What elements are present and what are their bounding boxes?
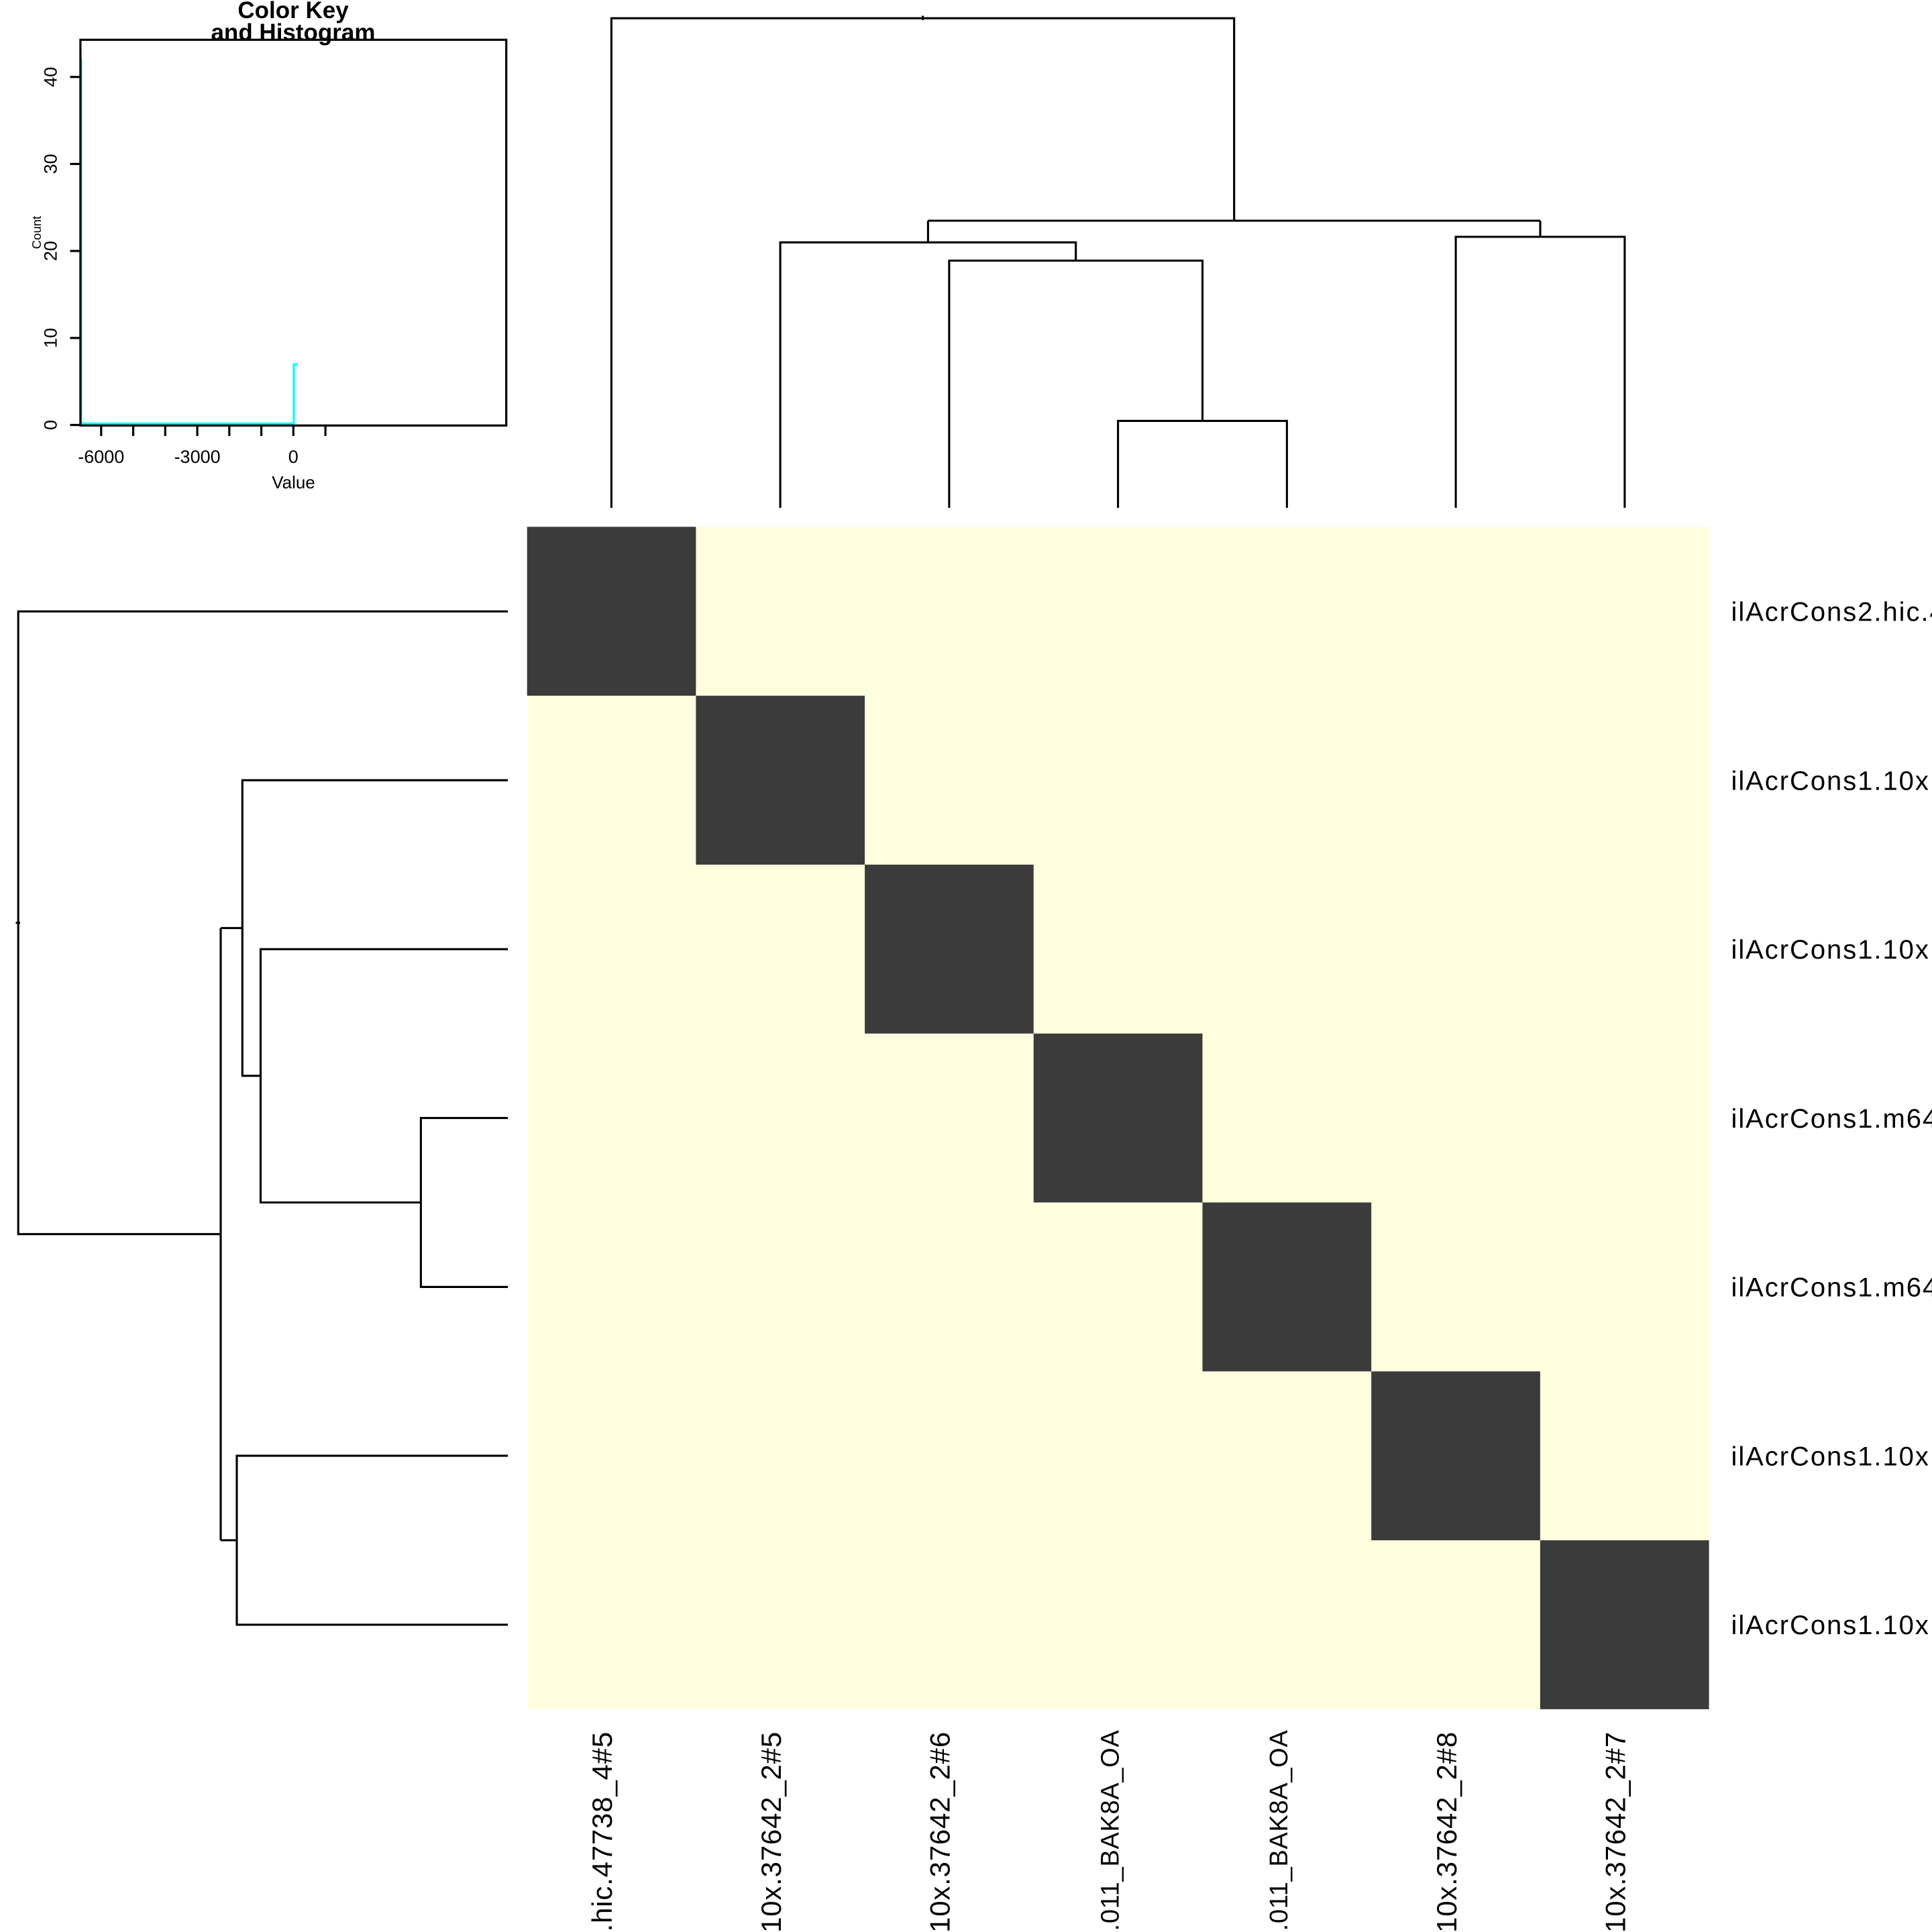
svg-text:ilAcrCons1.m64016e_210720.011_: ilAcrCons1.m64016e_210720.011_BAK8A_OA (1731, 1273, 1932, 1303)
svg-text:Value: Value (272, 472, 315, 492)
svg-text:Count: Count (30, 216, 44, 249)
svg-text:20: 20 (41, 241, 61, 261)
svg-text:ilAcrCons1.10x.37642_2#6: ilAcrCons1.10x.37642_2#6 (1731, 935, 1932, 965)
svg-text:ilAcrCons1.m64016e_210720.011_: ilAcrCons1.m64016e_210720.011_BAK8A_OA (1265, 1730, 1293, 1932)
svg-text:30: 30 (41, 154, 61, 174)
svg-text:and Histogram: and Histogram (211, 19, 375, 46)
svg-text:40: 40 (41, 67, 61, 87)
svg-text:ilAcrCons2.hic.47738_4#5: ilAcrCons2.hic.47738_4#5 (586, 1731, 618, 1932)
svg-text:ilAcrCons1.10x.37642_2#5: ilAcrCons1.10x.37642_2#5 (755, 1731, 787, 1932)
svg-text:ilAcrCons1.10x.37642_2#6: ilAcrCons1.10x.37642_2#6 (924, 1731, 956, 1932)
svg-text:ilAcrCons1.10x.37642_2#7: ilAcrCons1.10x.37642_2#7 (1731, 1611, 1932, 1640)
svg-text:10: 10 (41, 328, 61, 348)
svg-text:-3000: -3000 (174, 447, 221, 467)
svg-text:ilAcrCons1.10x.37642_2#8: ilAcrCons1.10x.37642_2#8 (1731, 1442, 1932, 1471)
svg-text:ilAcrCons2.hic.47738_4#5: ilAcrCons2.hic.47738_4#5 (1731, 598, 1932, 627)
svg-text:-6000: -6000 (78, 447, 124, 467)
svg-text:ilAcrCons1.10x.37642_2#5: ilAcrCons1.10x.37642_2#5 (1731, 766, 1932, 796)
svg-text:ilAcrCons1.10x.37642_2#7: ilAcrCons1.10x.37642_2#7 (1600, 1731, 1631, 1932)
svg-text:0: 0 (41, 420, 61, 430)
svg-text:ilAcrCons1.10x.37642_2#8: ilAcrCons1.10x.37642_2#8 (1431, 1731, 1462, 1932)
svg-text:0: 0 (288, 447, 299, 467)
svg-text:ilAcrCons1.m64016e_210719.011_: ilAcrCons1.m64016e_210719.011_BAK8A_OA (1731, 1104, 1932, 1134)
svg-text:ilAcrCons1.m64016e_210719.011_: ilAcrCons1.m64016e_210719.011_BAK8A_OA (1096, 1730, 1124, 1932)
svg-text:Color Key: Color Key (237, 0, 349, 23)
